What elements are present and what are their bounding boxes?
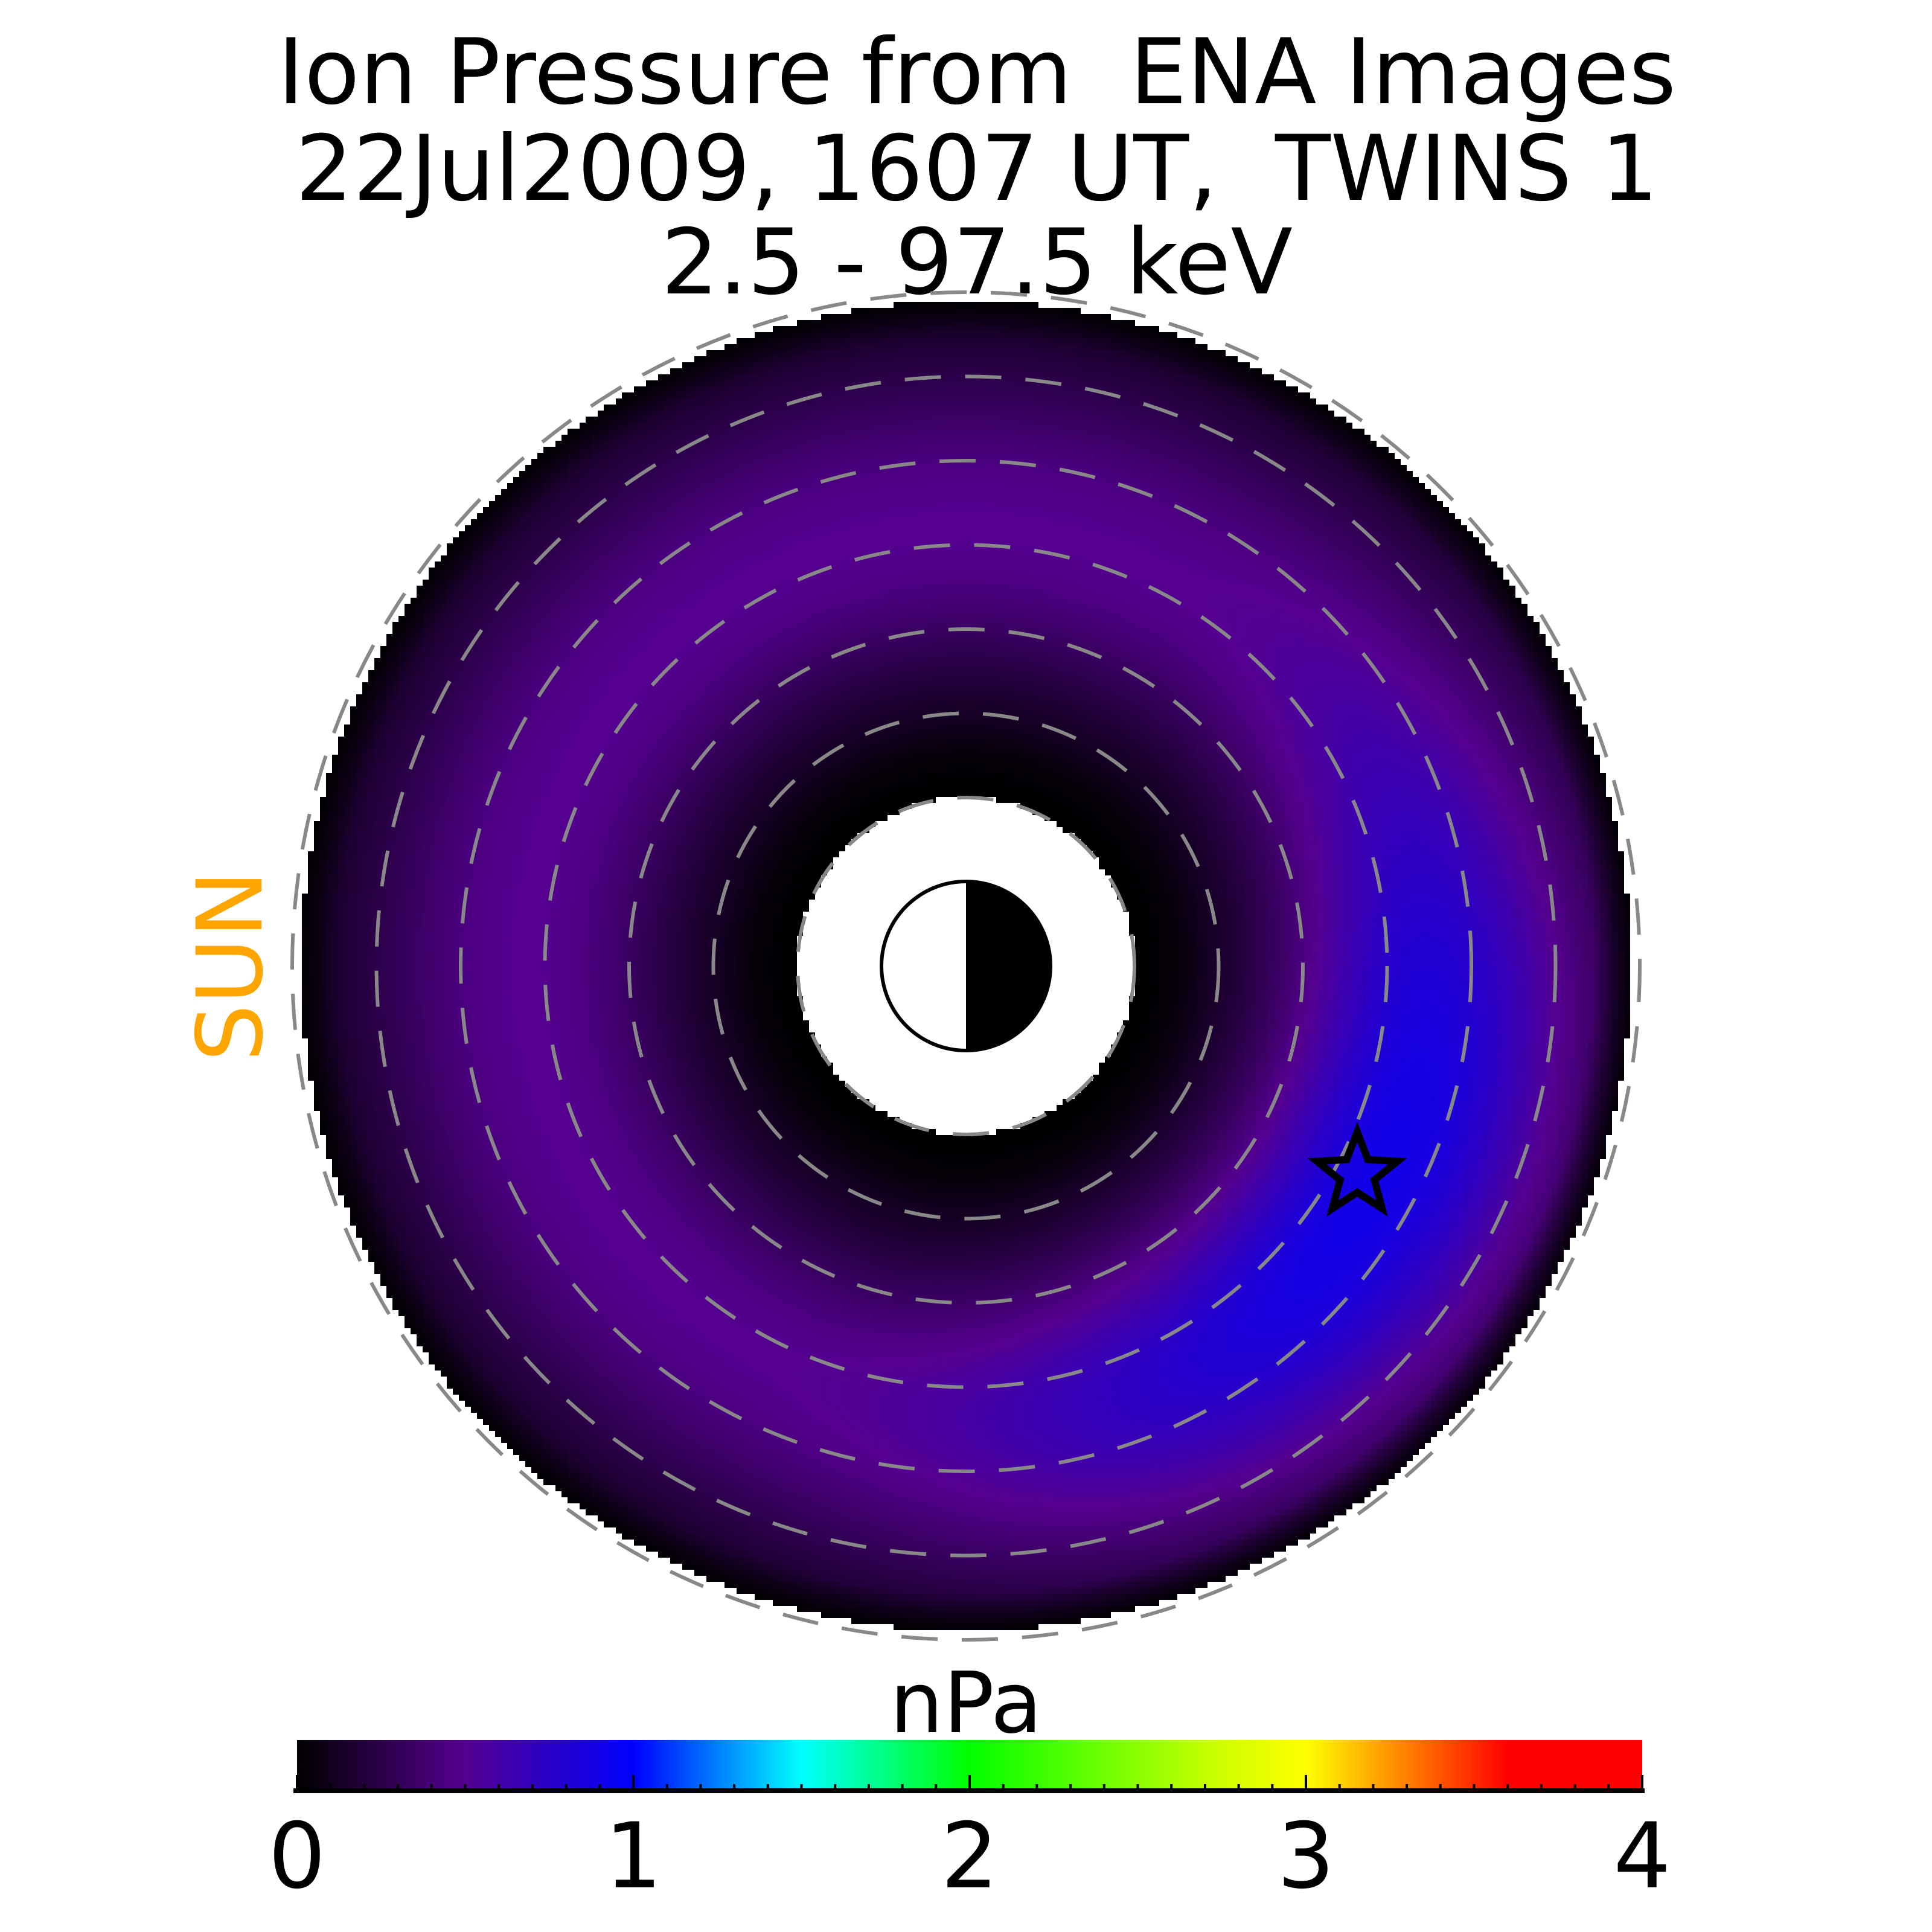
colorbar-tick-label: 4: [1613, 1804, 1671, 1909]
earth-icon: [880, 880, 1052, 1052]
spacecraft-star-marker: [1307, 1122, 1407, 1217]
grid-circle: [459, 459, 1473, 1473]
colorbar-tick-label: 3: [1277, 1804, 1335, 1909]
grid-circle: [543, 543, 1389, 1389]
colorbar-tick-label: 0: [268, 1804, 326, 1909]
grid-circle: [796, 796, 1136, 1136]
colorbar-tick-label: 1: [604, 1804, 662, 1909]
grid-circle: [374, 374, 1558, 1558]
radial-grid: [290, 290, 1642, 1642]
grid-circle: [627, 627, 1305, 1305]
grid-circle: [711, 711, 1221, 1221]
colorbar-tick-label: 2: [941, 1804, 999, 1909]
colorbar-label: nPa: [889, 1654, 1043, 1753]
sun-label: SUN: [178, 870, 283, 1062]
title-line-2: 22Jul2009, 1607 UT, TWINS 1: [295, 117, 1659, 222]
colorbar: [293, 1740, 1645, 1793]
grid-circle: [290, 290, 1642, 1642]
title-line-1: Ion Pressure from ENA Images: [277, 20, 1677, 125]
